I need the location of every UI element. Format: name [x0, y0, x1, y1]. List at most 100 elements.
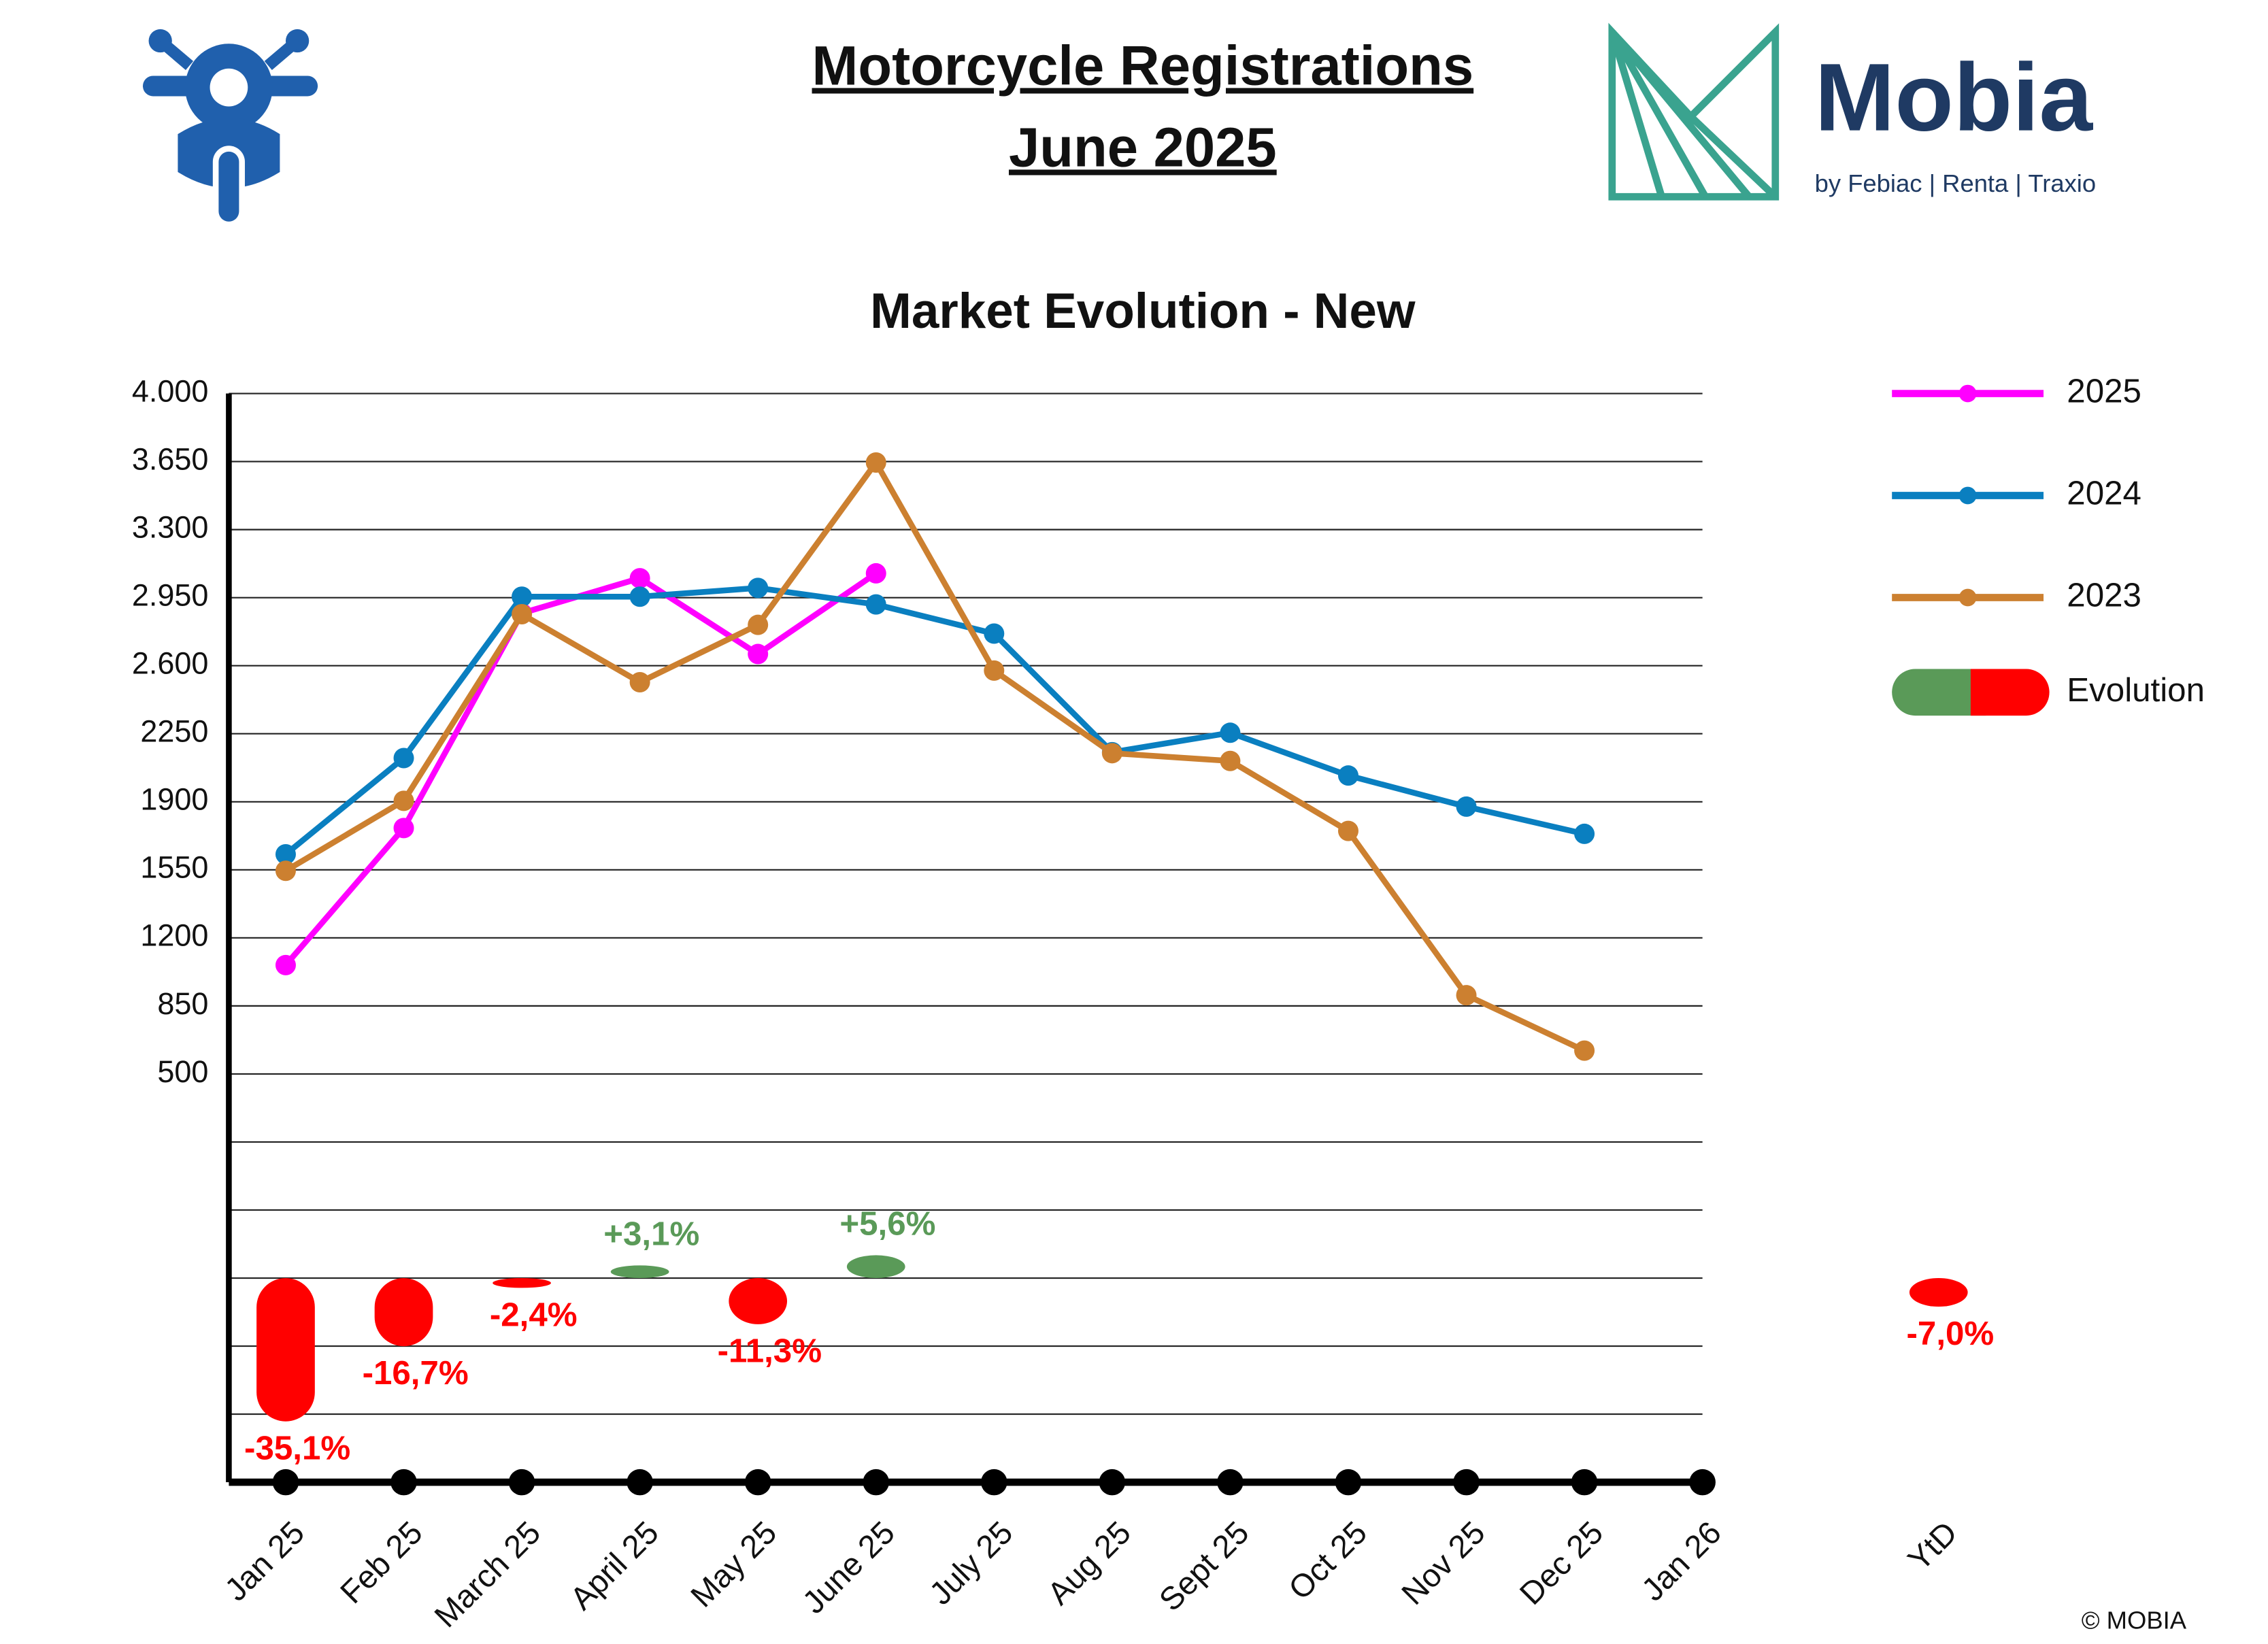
evolution-bar [846, 1255, 905, 1279]
x-tick-dot [1335, 1469, 1362, 1496]
evolution-bar [610, 1265, 669, 1279]
mobia-logo-mark [1608, 22, 1780, 201]
series-point [1574, 823, 1595, 844]
y-tick-label: 3.300 [132, 510, 209, 545]
y-tick-label: 1200 [140, 918, 208, 953]
series-point [1456, 796, 1477, 817]
x-tick-dot [1217, 1469, 1244, 1496]
evolution-bar [493, 1278, 551, 1288]
series-point [748, 577, 769, 599]
evolution-bar [729, 1278, 788, 1324]
series-point [512, 586, 533, 607]
x-tick-label: May 25 [684, 1514, 784, 1614]
x-tick-label: Jan 25 [218, 1514, 312, 1608]
legend-dot [1958, 588, 1977, 607]
x-tick-dot [627, 1469, 653, 1496]
logo-tagline: by Febiac | Renta | Traxio [1815, 169, 2097, 197]
legend-label: Evolution [2067, 671, 2205, 709]
legend-dot [1958, 486, 1977, 505]
series-point [748, 614, 769, 635]
x-tick-dot [744, 1469, 771, 1496]
y-tick-label: 1550 [140, 850, 208, 885]
x-tick-dot [1099, 1469, 1126, 1496]
series-line [283, 571, 878, 967]
series-point [865, 452, 886, 473]
series-point [393, 790, 414, 811]
x-tick-label: June 25 [795, 1514, 901, 1620]
x-tick-dot [390, 1469, 417, 1496]
series-point [629, 568, 650, 589]
evolution-label: -35,1% [244, 1430, 350, 1467]
series-point [1337, 765, 1358, 786]
evolution-label: -16,7% [363, 1354, 469, 1392]
title-line2: June 2025 [1009, 116, 1277, 178]
evolution-label: +3,1% [603, 1215, 699, 1253]
evolution-label: -11,3% [718, 1332, 822, 1370]
ytd-label: YtD [1901, 1514, 1964, 1577]
y-tick-label: 4.000 [132, 373, 209, 408]
series-point [512, 603, 533, 624]
series-point [393, 818, 414, 839]
series-point [865, 563, 886, 584]
y-tick-label: 3.650 [132, 441, 209, 476]
moto-icon [142, 29, 318, 228]
x-tick-dot [863, 1469, 890, 1496]
y-tick-label: 2250 [140, 714, 208, 749]
legend-label: 2024 [2067, 475, 2141, 512]
copyright: © MOBIA [2082, 1606, 2187, 1634]
x-tick-dot [1453, 1469, 1480, 1496]
series-point [984, 660, 1005, 681]
x-tick-label: Oct 25 [1282, 1514, 1374, 1607]
chart-title: Market Evolution - New [870, 284, 1416, 339]
title-line1: Motorcycle Registrations [812, 35, 1474, 97]
x-tick-dot [508, 1469, 535, 1496]
legend-dot [1958, 384, 1977, 403]
series-point [629, 586, 650, 607]
series-point [865, 594, 886, 615]
y-tick-label: 1900 [140, 782, 208, 817]
x-tick-label: July 25 [922, 1514, 1020, 1611]
y-tick-label: 850 [157, 986, 208, 1021]
x-tick-label: Jan 26 [1634, 1514, 1728, 1608]
x-tick-label: Sept 25 [1152, 1514, 1255, 1617]
series-point [275, 843, 296, 865]
x-tick-label: March 25 [427, 1514, 547, 1634]
x-tick-label: April 25 [563, 1514, 665, 1616]
y-tick-label: 2.600 [132, 646, 209, 681]
series-point [1456, 985, 1477, 1006]
evolution-label: -2,4% [490, 1296, 578, 1333]
series-point [275, 860, 296, 882]
evolution-bar [256, 1278, 315, 1422]
series-point [1220, 722, 1241, 743]
x-tick-label: Feb 25 [333, 1514, 429, 1610]
x-tick-label: Aug 25 [1040, 1514, 1137, 1611]
evolution-label: +5,6% [839, 1205, 935, 1243]
evolution-label: -7,0% [1907, 1315, 1995, 1352]
x-tick-dot [981, 1469, 1007, 1496]
x-tick-label: Nov 25 [1395, 1514, 1492, 1611]
x-tick-dot [1571, 1469, 1598, 1496]
y-tick-label: 2.950 [132, 578, 209, 613]
series-point [984, 623, 1005, 644]
x-tick-label: Dec 25 [1512, 1514, 1610, 1611]
series-point [1574, 1040, 1595, 1061]
legend-label: 2023 [2067, 577, 2141, 614]
logo-name: Mobia [1815, 44, 2094, 151]
series-line [284, 457, 1586, 1054]
y-tick-label: 500 [157, 1054, 208, 1089]
x-tick-dot [272, 1469, 299, 1496]
series-point [1337, 820, 1358, 841]
series-point [629, 671, 650, 692]
series-line [284, 585, 1586, 857]
series-point [393, 748, 414, 769]
evolution-bar [374, 1278, 433, 1347]
legend-label: 2025 [2067, 373, 2141, 410]
evolution-bar [1909, 1278, 1968, 1307]
x-tick-dot [1689, 1469, 1716, 1496]
series-point [1220, 750, 1241, 771]
series-point [275, 954, 296, 975]
series-point [1101, 743, 1122, 764]
legend-evolution-neg [1970, 669, 2050, 716]
series-point [748, 643, 769, 665]
